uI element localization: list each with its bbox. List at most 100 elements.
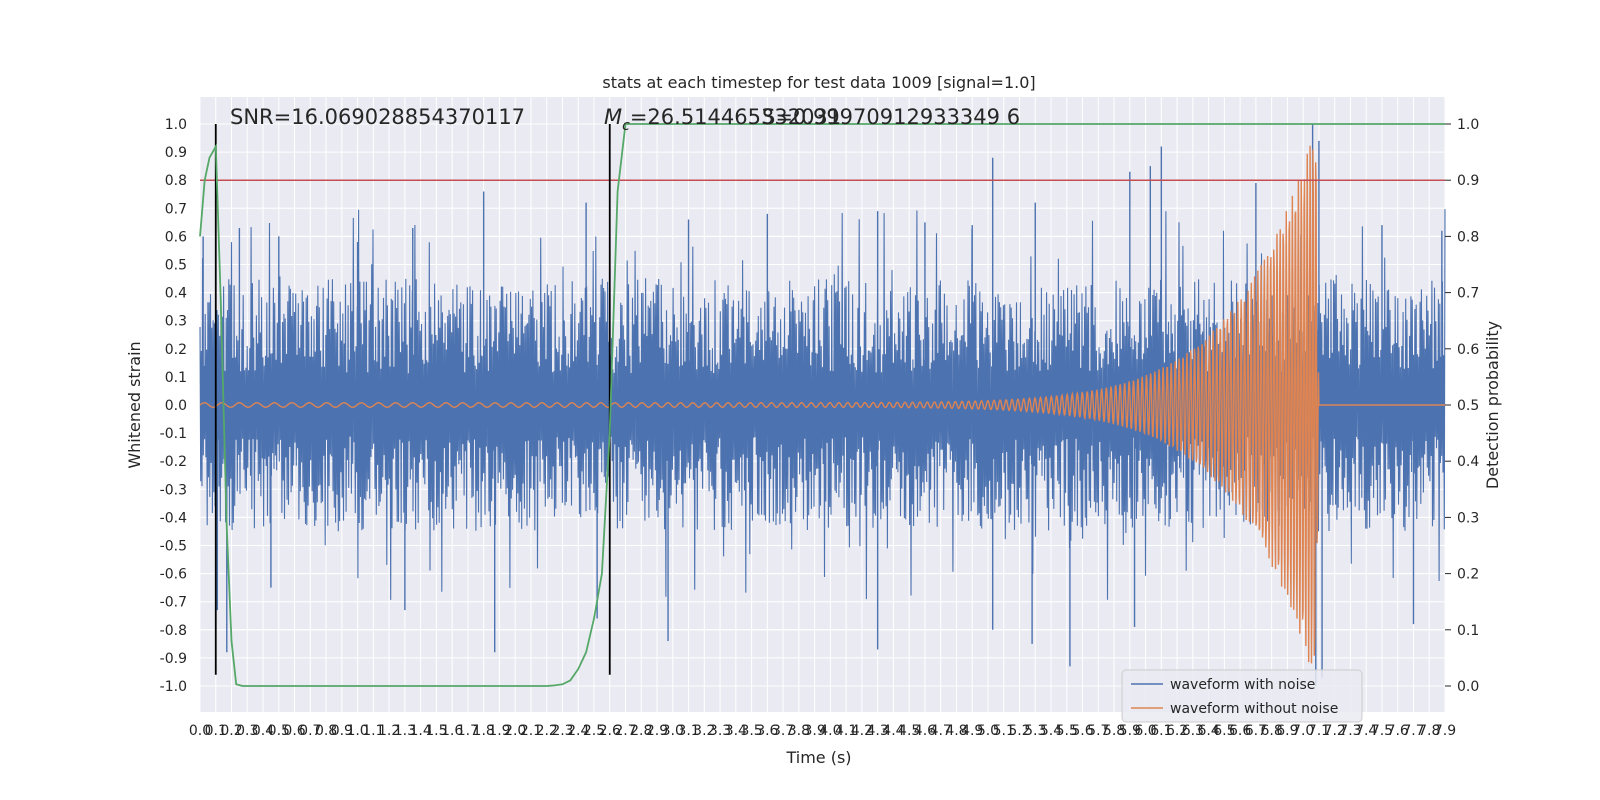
y-tick-label: -0.9 xyxy=(160,651,187,667)
x-tick-label: 6.9 xyxy=(1276,723,1298,739)
y-tick-label: -0.5 xyxy=(160,539,187,555)
x-tick-label: 4.3 xyxy=(867,723,889,739)
chirp-mass-subscript: c xyxy=(622,118,630,134)
y-tick-label: -0.7 xyxy=(160,595,187,611)
chirp-mass-symbol: M xyxy=(604,105,622,129)
x-tick-label: 7.1 xyxy=(1308,723,1330,739)
y-right-axis-label: Detection probability xyxy=(1483,321,1502,489)
x-tick-label: 0.6 xyxy=(283,723,305,739)
x-axis-ticks: 0.00.10.20.30.40.50.60.70.80.91.01.11.21… xyxy=(189,723,1456,739)
x-tick-label: 4.7 xyxy=(930,723,952,739)
x-tick-label: 4.1 xyxy=(835,723,857,739)
x-tick-label: 2.3 xyxy=(551,723,573,739)
x-tick-label: 3.9 xyxy=(803,723,825,739)
y-axis-label: Whitened strain xyxy=(125,341,144,468)
x-tick-label: 3.2 xyxy=(693,723,715,739)
x-tick-label: 3.0 xyxy=(662,723,684,739)
signal-series xyxy=(199,145,1445,664)
x-tick-label: 1.9 xyxy=(488,723,510,739)
y-tick-label: 0.4 xyxy=(165,286,187,302)
x-tick-label: 4.5 xyxy=(898,723,920,739)
x-tick-label: 5.9 xyxy=(1119,723,1141,739)
overlap-annotation: S=0.99970912933349 6 xyxy=(762,105,1020,129)
x-tick-label: 4.2 xyxy=(851,723,873,739)
x-tick-label: 6.4 xyxy=(1197,723,1219,739)
x-tick-label: 5.5 xyxy=(1056,723,1078,739)
x-tick-label: 2.2 xyxy=(536,723,558,739)
x-tick-label: 5.8 xyxy=(1103,723,1125,739)
y-right-tick-label: 0.0 xyxy=(1457,679,1479,695)
y-right-tick-label: 0.5 xyxy=(1457,398,1479,414)
x-tick-label: 3.8 xyxy=(788,723,810,739)
x-tick-label: 6.3 xyxy=(1182,723,1204,739)
y-tick-label: 0.2 xyxy=(165,342,187,358)
x-tick-label: 4.6 xyxy=(914,723,936,739)
x-tick-label: 5.3 xyxy=(1024,723,1046,739)
x-tick-label: 2.9 xyxy=(646,723,668,739)
x-tick-label: 2.0 xyxy=(504,723,526,739)
noise-series xyxy=(199,124,1446,686)
x-tick-label: 4.0 xyxy=(819,723,841,739)
x-tick-label: 0.5 xyxy=(268,723,290,739)
x-tick-label: 0.0 xyxy=(189,723,211,739)
y-right-tick-label: 0.8 xyxy=(1457,229,1479,245)
x-tick-label: 6.7 xyxy=(1245,723,1267,739)
y-tick-label: -0.8 xyxy=(160,623,187,639)
chirp-mass-value: =26.514465332031 xyxy=(630,105,841,129)
x-tick-label: 2.8 xyxy=(630,723,652,739)
y-right-tick-label: 1.0 xyxy=(1457,117,1479,133)
y-tick-label: 0.3 xyxy=(165,314,187,330)
y-tick-label: -1.0 xyxy=(160,679,187,695)
x-tick-label: 0.4 xyxy=(252,723,274,739)
probability-series xyxy=(199,123,1445,687)
y-tick-label: 0.9 xyxy=(165,145,187,161)
y-tick-label: 0.8 xyxy=(165,173,187,189)
x-tick-label: 6.6 xyxy=(1229,723,1251,739)
x-tick-label: 1.0 xyxy=(346,723,368,739)
y-tick-label: 0.1 xyxy=(165,370,187,386)
y-axis-ticks: 1.0 0.9 0.8 0.7 0.6 0.5 0.4 0.3 0.2 0.1 0.0 -0.1 -0.… xyxy=(160,117,187,695)
x-tick-label: 1.8 xyxy=(473,723,495,739)
x-tick-label: 4.8 xyxy=(945,723,967,739)
x-tick-label: 1.4 xyxy=(410,723,432,739)
y-right-tick-label: 0.7 xyxy=(1457,286,1479,302)
x-tick-label: 2.6 xyxy=(599,723,621,739)
x-tick-label: 2.5 xyxy=(583,723,605,739)
legend: waveform with noise waveform without noi… xyxy=(1121,669,1363,723)
legend-box xyxy=(1121,669,1363,723)
y-right-tick-label: 0.4 xyxy=(1457,454,1479,470)
x-tick-label: 6.8 xyxy=(1261,723,1283,739)
legend-label-signal: waveform without noise xyxy=(1170,701,1338,717)
y-tick-label: 0.0 xyxy=(165,398,187,414)
y-tick-label: 0.6 xyxy=(165,229,187,245)
x-tick-label: 0.1 xyxy=(205,723,227,739)
y-tick-label: -0.2 xyxy=(160,454,187,470)
y-tick-label: -0.6 xyxy=(160,567,187,583)
y-right-axis-ticks: 1.0 0.9 0.8 0.7 0.6 0.5 0.4 0.3 0.2 0.1 0.0 xyxy=(1445,117,1479,695)
x-tick-label: 5.7 xyxy=(1087,723,1109,739)
x-tick-label: 5.2 xyxy=(1008,723,1030,739)
x-tick-label: 6.5 xyxy=(1213,723,1235,739)
x-tick-label: 7.7 xyxy=(1402,723,1424,739)
x-tick-label: 7.4 xyxy=(1355,723,1377,739)
x-tick-label: 6.2 xyxy=(1166,723,1188,739)
x-tick-label: 1.6 xyxy=(441,723,463,739)
probability-trace xyxy=(199,123,1445,687)
x-tick-label: 6.0 xyxy=(1134,723,1156,739)
x-tick-label: 5.6 xyxy=(1071,723,1093,739)
x-tick-label: 7.3 xyxy=(1339,723,1361,739)
y-tick-label: -0.4 xyxy=(160,510,187,526)
x-tick-label: 7.8 xyxy=(1418,723,1440,739)
y-right-tick-label: 0.2 xyxy=(1457,567,1479,583)
x-tick-label: 0.7 xyxy=(299,723,321,739)
signal-trace xyxy=(199,145,1445,664)
x-tick-label: 4.4 xyxy=(882,723,904,739)
x-tick-label: 3.3 xyxy=(709,723,731,739)
legend-label-noise: waveform with noise xyxy=(1170,677,1315,693)
x-tick-label: 7.2 xyxy=(1324,723,1346,739)
x-tick-label: 0.3 xyxy=(236,723,258,739)
x-tick-label: 5.1 xyxy=(993,723,1015,739)
x-tick-label: 7.9 xyxy=(1434,723,1456,739)
y-right-tick-label: 0.1 xyxy=(1457,623,1479,639)
